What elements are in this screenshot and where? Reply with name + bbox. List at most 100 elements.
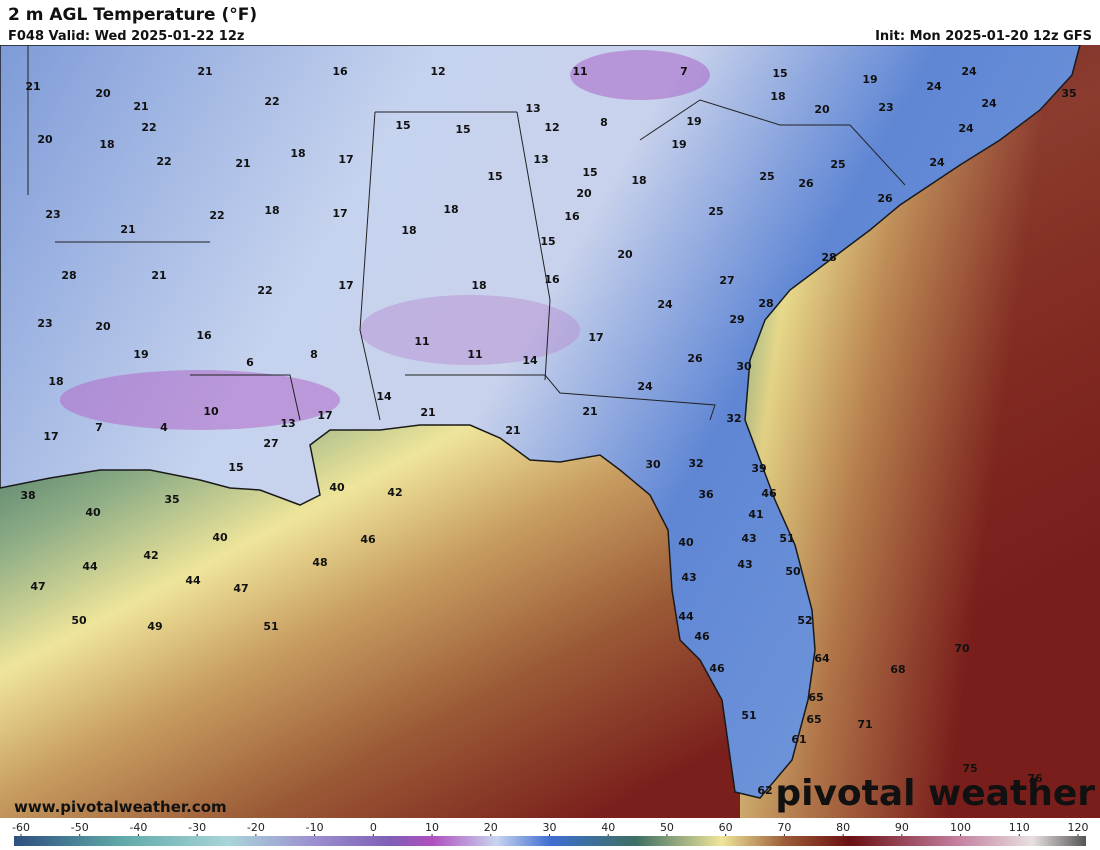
temperature-label: 11 bbox=[467, 348, 482, 361]
temperature-label: 21 bbox=[151, 269, 166, 282]
temperature-label: 22 bbox=[141, 121, 156, 134]
temperature-label: 17 bbox=[338, 279, 353, 292]
temperature-label: 8 bbox=[310, 348, 318, 361]
temperature-label: 44 bbox=[82, 560, 98, 573]
temperature-label: 62 bbox=[757, 784, 772, 797]
temperature-label: 15 bbox=[395, 119, 410, 132]
colorbar-tick-label: 10 bbox=[425, 821, 439, 834]
temperature-label: 20 bbox=[37, 133, 53, 146]
temperature-label: 4 bbox=[160, 421, 168, 434]
temperature-label: 38 bbox=[20, 489, 35, 502]
temperature-label: 29 bbox=[729, 313, 744, 326]
colorbar-tick-label: -50 bbox=[71, 821, 89, 834]
temperature-label: 40 bbox=[678, 536, 694, 549]
land bbox=[0, 44, 1081, 799]
colorbar-tick-label: 100 bbox=[950, 821, 971, 834]
temperature-label: 16 bbox=[544, 273, 560, 286]
temperature-label: 35 bbox=[164, 493, 179, 506]
colorbar-tick-label: 20 bbox=[484, 821, 498, 834]
temperature-label: 27 bbox=[263, 437, 278, 450]
temperature-label: 22 bbox=[156, 155, 171, 168]
temperature-label: 46 bbox=[694, 630, 710, 643]
colorbar-tick-label: 120 bbox=[1068, 821, 1089, 834]
colorbar-tick-label: 80 bbox=[836, 821, 850, 834]
temperature-label: 28 bbox=[821, 251, 836, 264]
temperature-label: 17 bbox=[317, 409, 332, 422]
colorbar bbox=[14, 836, 1086, 846]
temperature-label: 12 bbox=[430, 65, 445, 78]
temperature-label: 65 bbox=[806, 713, 821, 726]
temperature-label: 22 bbox=[264, 95, 279, 108]
temperature-label: 44 bbox=[185, 574, 201, 587]
temperature-label: 21 bbox=[133, 100, 148, 113]
colorbar-tick-label: 30 bbox=[543, 821, 557, 834]
temperature-label: 18 bbox=[443, 203, 458, 216]
temperature-label: 18 bbox=[290, 147, 305, 160]
colorbar-tick-label: 0 bbox=[370, 821, 377, 834]
temperature-label: 43 bbox=[737, 558, 752, 571]
colorbar-ticks: -60 -50 -40 -30 -20 -10 0 10 20 30 40 50 60 70 80 90 100… bbox=[12, 821, 1089, 836]
temperature-label: 41 bbox=[748, 508, 763, 521]
temperature-label: 12 bbox=[544, 121, 559, 134]
temperature-label: 26 bbox=[877, 192, 893, 205]
temperature-label: 21 bbox=[25, 80, 40, 93]
temperature-label: 8 bbox=[600, 116, 608, 129]
temperature-label: 25 bbox=[708, 205, 723, 218]
temperature-label: 24 bbox=[981, 97, 997, 110]
temperature-label: 22 bbox=[209, 209, 224, 222]
temperature-label: 35 bbox=[1061, 87, 1076, 100]
temperature-label: 16 bbox=[196, 329, 212, 342]
temperature-label: 44 bbox=[678, 610, 694, 623]
temperature-label: 50 bbox=[71, 614, 87, 627]
temperature-label: 7 bbox=[680, 65, 688, 78]
temperature-label: 23 bbox=[878, 101, 893, 114]
temperature-label: 43 bbox=[681, 571, 696, 584]
temperature-label: 51 bbox=[779, 532, 794, 545]
temperature-label: 15 bbox=[228, 461, 243, 474]
temperature-label: 21 bbox=[420, 406, 435, 419]
colorbar-tick-label: -60 bbox=[12, 821, 30, 834]
temperature-label: 21 bbox=[197, 65, 212, 78]
temperature-label: 46 bbox=[360, 533, 376, 546]
cold-pocket bbox=[60, 370, 340, 430]
header-bg bbox=[0, 0, 1100, 45]
temperature-label: 21 bbox=[582, 405, 597, 418]
temperature-label: 16 bbox=[564, 210, 580, 223]
temperature-label: 20 bbox=[576, 187, 592, 200]
temperature-label: 11 bbox=[414, 335, 429, 348]
temperature-label: 24 bbox=[657, 298, 673, 311]
temperature-label: 19 bbox=[671, 138, 686, 151]
colorbar-tick-label: -20 bbox=[247, 821, 265, 834]
temperature-label: 20 bbox=[95, 320, 111, 333]
temperature-label: 21 bbox=[505, 424, 520, 437]
temperature-label: 25 bbox=[759, 170, 774, 183]
temperature-label: 61 bbox=[791, 733, 806, 746]
temperature-label: 19 bbox=[133, 348, 148, 361]
temperature-label: 17 bbox=[588, 331, 603, 344]
temperature-label: 27 bbox=[719, 274, 734, 287]
logo: pivotal weather bbox=[775, 773, 1095, 814]
temperature-label: 47 bbox=[30, 580, 45, 593]
temperature-label: 28 bbox=[61, 269, 76, 282]
temperature-label: 28 bbox=[758, 297, 773, 310]
temperature-label: 21 bbox=[235, 157, 250, 170]
temperature-label: 51 bbox=[263, 620, 278, 633]
temperature-label: 13 bbox=[525, 102, 540, 115]
init-time: Init: Mon 2025-01-20 12z GFS bbox=[875, 29, 1092, 44]
temperature-label: 71 bbox=[857, 718, 872, 731]
temperature-label: 30 bbox=[736, 360, 752, 373]
temperature-label: 40 bbox=[329, 481, 345, 494]
temperature-label: 14 bbox=[376, 390, 392, 403]
temperature-label: 30 bbox=[645, 458, 661, 471]
valid-time: F048 Valid: Wed 2025-01-22 12z bbox=[8, 29, 244, 44]
temperature-label: 46 bbox=[761, 487, 777, 500]
temperature-label: 11 bbox=[572, 65, 587, 78]
state-borders bbox=[27, 45, 906, 421]
temperature-label: 24 bbox=[926, 80, 942, 93]
colorbar-tick-label: -10 bbox=[306, 821, 324, 834]
temperature-label: 42 bbox=[143, 549, 158, 562]
temperature-label: 13 bbox=[280, 417, 295, 430]
temperature-label: 32 bbox=[688, 457, 703, 470]
temperature-label: 17 bbox=[43, 430, 58, 443]
